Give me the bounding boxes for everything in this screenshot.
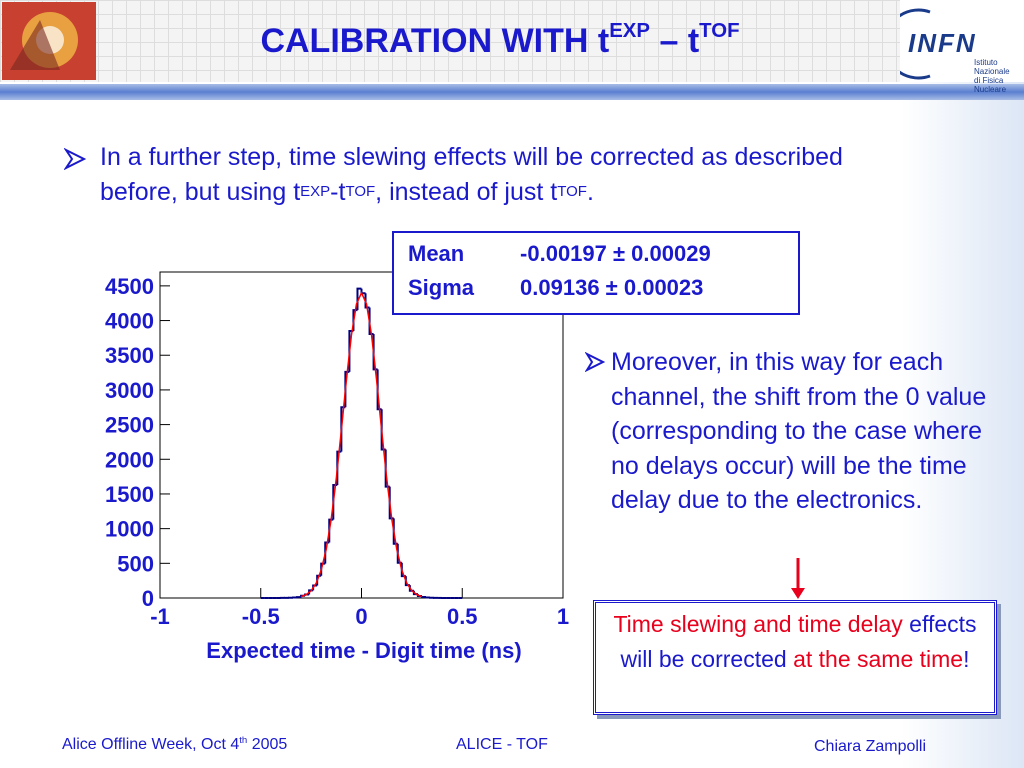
histogram-bin: [372, 334, 378, 371]
bullet-icon: [64, 148, 86, 170]
footer-right: Chiara Zampolli: [814, 738, 927, 755]
y-tick-label: 4500: [105, 274, 154, 299]
y-tick-label: 3500: [105, 343, 154, 368]
slide-title: CALIBRATION WITH tEXP – tTOF: [260, 19, 740, 60]
logo-sub: Istituto Nazionale di Fisica Nucleare: [974, 58, 1010, 94]
x-axis-label: Expected time - Digit time (ns): [206, 638, 521, 663]
y-tick-label: 0: [142, 586, 154, 611]
stat-value: -0.00197 ± 0.00029: [520, 241, 711, 266]
bullet-2: Moreover, in this way for each channel, …: [611, 348, 987, 514]
y-tick-label: 1500: [105, 482, 154, 507]
footer-left: Alice Offline Week, Oct 4th 2005: [62, 735, 288, 753]
y-tick-label: 3000: [105, 378, 154, 403]
alice-logo: [2, 2, 96, 80]
footer-center: ALICE - TOF: [456, 736, 548, 753]
histogram-bin: [420, 595, 426, 599]
x-tick-label: -0.5: [242, 604, 280, 629]
x-tick-label: 0.5: [447, 604, 478, 629]
y-tick-label: 1000: [105, 517, 154, 542]
callout-text: Time slewing and time delay: [613, 611, 903, 637]
callout-text: effects will be corrected: [620, 611, 977, 672]
stat-label: Sigma: [408, 275, 475, 300]
y-tick-label: 500: [117, 551, 154, 576]
header-stripe: [0, 84, 1024, 100]
callout-text: at the same time: [793, 646, 964, 672]
bullet-icon: [585, 352, 605, 372]
y-tick-label: 2500: [105, 413, 154, 438]
x-tick-label: 0: [355, 604, 367, 629]
histogram-bin: [364, 293, 370, 309]
plot-frame: [159, 271, 564, 599]
logo-name: INFN: [908, 28, 977, 58]
stat-value: 0.09136 ± 0.00023: [520, 275, 704, 300]
histogram-bin: [368, 307, 374, 336]
callout-text: !: [963, 646, 970, 672]
y-tick-label: 2000: [105, 447, 154, 472]
stats-box: Mean -0.00197 ± 0.00029 Sigma 0.09136 ± 0.0…: [392, 231, 800, 315]
stat-label: Mean: [408, 241, 465, 266]
header-band: [0, 0, 1024, 82]
fit-curve: [300, 290, 423, 598]
y-tick-label: 4000: [105, 309, 154, 334]
down-arrow: [791, 558, 805, 599]
callout-box: Time slewing and time delay effects will…: [593, 600, 997, 715]
bullet-1: In a further step, time slewing effects …: [100, 143, 843, 206]
x-tick-label: -1: [150, 604, 170, 629]
x-tick-label: 1: [557, 604, 569, 629]
infn-logo: INFN Istituto Nazionale di Fisica Nuclear…: [900, 0, 1024, 94]
